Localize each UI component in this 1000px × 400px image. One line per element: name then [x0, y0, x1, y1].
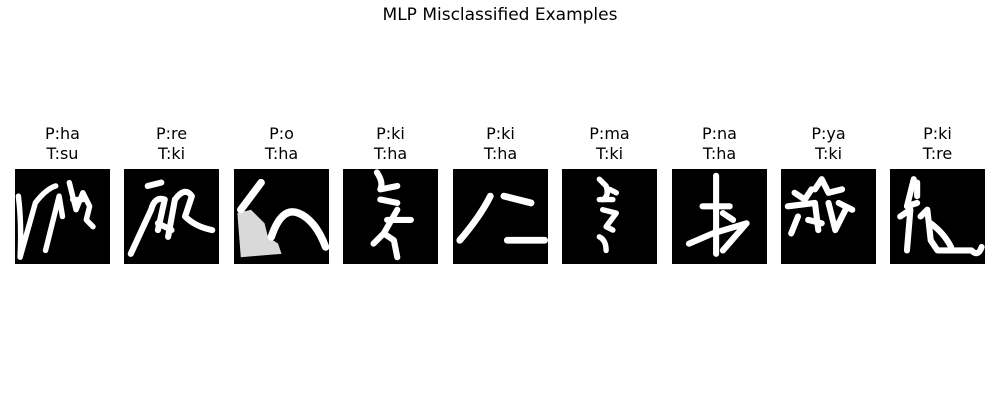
character-image	[343, 169, 438, 264]
character-image	[15, 169, 110, 264]
true-label: T:ha	[373, 144, 408, 163]
character-image	[781, 169, 876, 264]
predicted-label: P:ki	[376, 124, 405, 143]
predicted-label: P:ki	[486, 124, 515, 143]
true-label: T:ki	[157, 144, 186, 163]
predicted-label: P:ya	[811, 124, 846, 143]
example-panel-8: P:ya T:ki	[781, 124, 876, 264]
predicted-label: P:na	[702, 124, 737, 143]
predicted-label: P:ma	[589, 124, 630, 143]
example-panel-7: P:na T:ha	[672, 124, 767, 264]
example-panel-6: P:ma T:ki	[562, 124, 657, 264]
true-label: T:su	[46, 144, 79, 163]
predicted-label: P:ki	[923, 124, 952, 143]
example-panel-1: P:ha T:su	[15, 124, 110, 264]
example-panel-9: P:ki T:re	[890, 124, 985, 264]
character-image	[453, 169, 548, 264]
predicted-label: P:o	[269, 124, 294, 143]
predicted-label: P:re	[155, 124, 188, 143]
character-image	[562, 169, 657, 264]
figure-title: MLP Misclassified Examples	[382, 5, 618, 25]
example-panel-3: P:o T:ha	[234, 124, 329, 264]
example-panel-5: P:ki T:ha	[453, 124, 548, 264]
example-panel-4: P:ki T:ha	[343, 124, 438, 264]
character-image	[890, 169, 985, 264]
predicted-label: P:ha	[45, 124, 80, 143]
character-image	[234, 169, 329, 264]
true-label: T:ha	[483, 144, 518, 163]
true-label: T:ki	[814, 144, 843, 163]
true-label: T:ki	[595, 144, 624, 163]
character-image	[124, 169, 219, 264]
true-label: T:ha	[702, 144, 737, 163]
true-label: T:re	[922, 144, 953, 163]
example-panel-2: P:re T:ki	[124, 124, 219, 264]
character-image	[672, 169, 767, 264]
true-label: T:ha	[264, 144, 299, 163]
